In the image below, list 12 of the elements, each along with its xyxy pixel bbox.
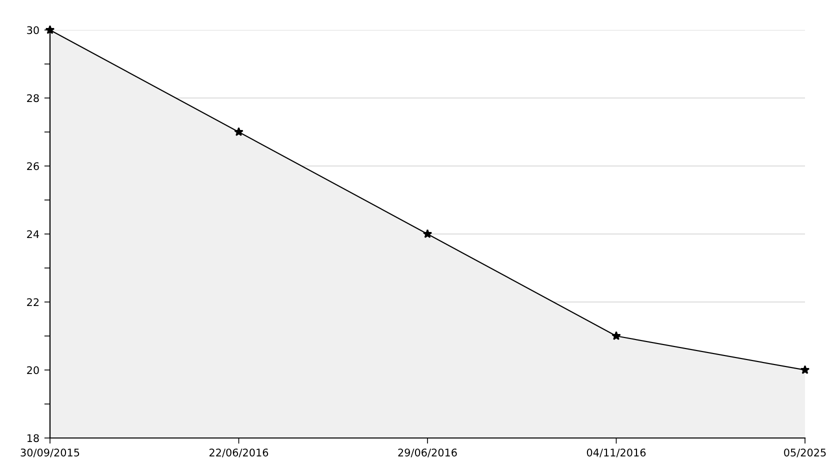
x-tick-label: 29/06/2016 [398, 448, 457, 458]
y-tick-label: 24 [27, 230, 39, 238]
y-tick-label: 22 [27, 298, 39, 306]
y-tick-label: 18 [27, 434, 39, 442]
x-tick-label: 05/2025 [784, 448, 826, 458]
y-tick-label: 26 [27, 162, 39, 170]
x-tick-label: 04/11/2016 [586, 448, 646, 458]
y-tick-label: 30 [27, 26, 39, 34]
y-tick-label: 28 [27, 94, 39, 102]
x-tick-label: 22/06/2016 [209, 448, 268, 458]
x-tick-label: 30/09/2015 [20, 448, 80, 458]
y-tick-label: 20 [27, 366, 39, 374]
